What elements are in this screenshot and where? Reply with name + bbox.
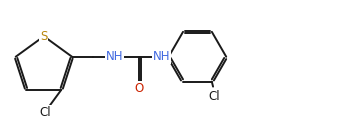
Text: Cl: Cl [208, 90, 220, 103]
Text: O: O [134, 82, 143, 95]
Text: NH: NH [153, 50, 170, 63]
Text: Cl: Cl [39, 106, 51, 119]
Text: NH: NH [106, 50, 124, 63]
Text: S: S [40, 30, 48, 43]
